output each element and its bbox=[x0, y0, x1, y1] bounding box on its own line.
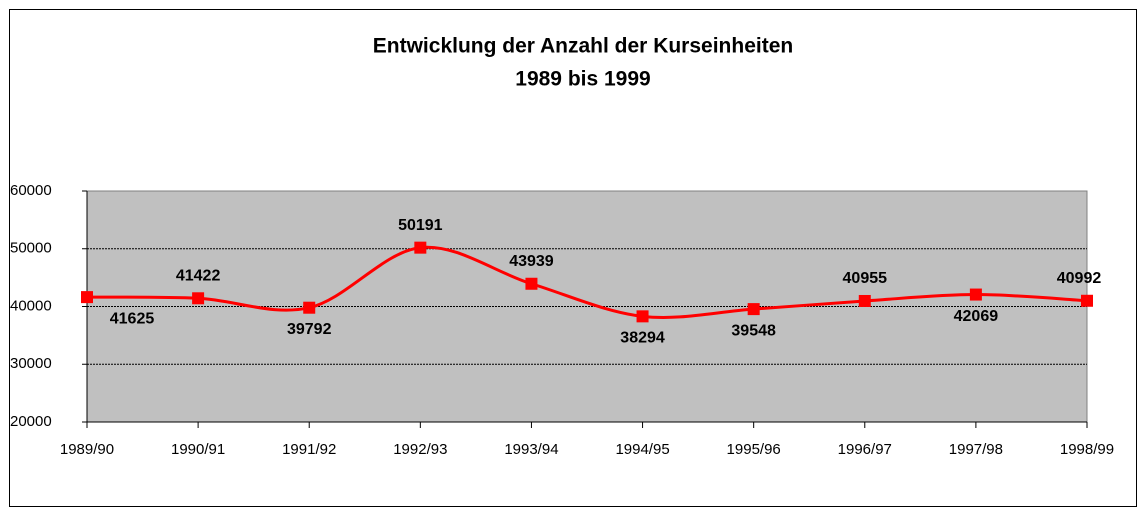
chart-subtitle: 1989 bis 1999 bbox=[515, 68, 650, 91]
marker bbox=[858, 294, 871, 307]
y-tick-label: 40000 bbox=[10, 297, 52, 314]
marker bbox=[303, 301, 316, 314]
marker bbox=[192, 292, 205, 305]
data-label: 43939 bbox=[509, 253, 554, 270]
x-tick-label: 1991/92 bbox=[282, 441, 336, 458]
y-tick-label: 20000 bbox=[10, 413, 52, 430]
x-tick-label: 1993/94 bbox=[504, 441, 558, 458]
x-tick-label: 1996/97 bbox=[838, 441, 892, 458]
x-tick-label: 1989/90 bbox=[60, 441, 114, 458]
data-label: 40992 bbox=[1057, 270, 1102, 287]
marker bbox=[525, 277, 538, 290]
y-tick-label: 50000 bbox=[10, 240, 52, 257]
series-line bbox=[86, 245, 1088, 319]
data-label: 41422 bbox=[176, 268, 221, 285]
data-label: 38294 bbox=[620, 330, 665, 347]
y-tick-label: 60000 bbox=[10, 182, 52, 199]
marker bbox=[1081, 294, 1093, 307]
data-label: 39548 bbox=[731, 322, 776, 339]
marker bbox=[636, 310, 649, 323]
x-tick-label: 1997/98 bbox=[949, 441, 1003, 458]
marker bbox=[969, 288, 982, 301]
data-label: 50191 bbox=[398, 217, 443, 234]
data-label: 39792 bbox=[287, 321, 332, 338]
data-label: 42069 bbox=[954, 308, 999, 325]
data-label: 41625 bbox=[110, 310, 155, 327]
x-tick-label: 1998/99 bbox=[1060, 441, 1114, 458]
chart-title: Entwicklung der Anzahl der Kurseinheiten bbox=[373, 35, 793, 58]
marker bbox=[747, 303, 760, 316]
x-tick-label: 1995/96 bbox=[727, 441, 781, 458]
x-tick-label: 1990/91 bbox=[171, 441, 225, 458]
marker bbox=[414, 241, 427, 254]
y-tick-label: 30000 bbox=[10, 355, 52, 372]
x-tick-label: 1992/93 bbox=[393, 441, 447, 458]
x-tick-label: 1994/95 bbox=[615, 441, 669, 458]
marker bbox=[81, 291, 93, 304]
data-label: 40955 bbox=[843, 270, 888, 287]
